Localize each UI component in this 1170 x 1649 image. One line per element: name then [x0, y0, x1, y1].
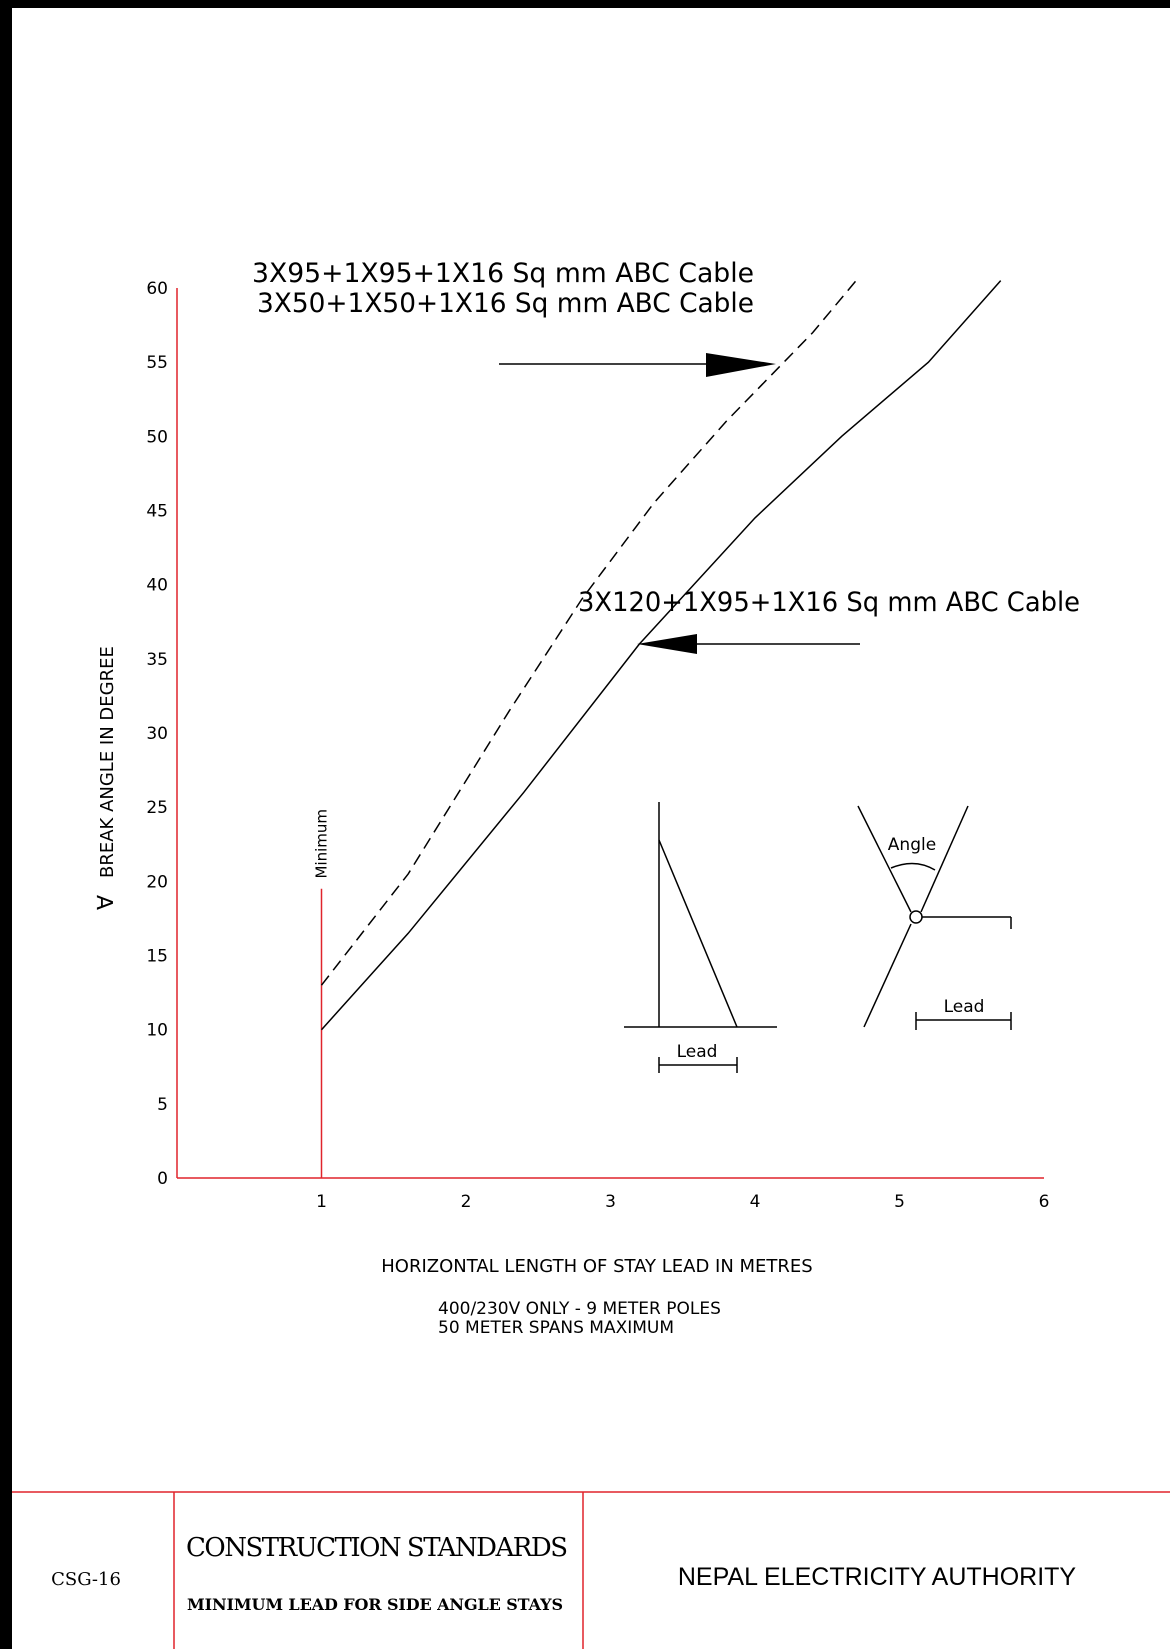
y-tick-label-60: 60 — [146, 279, 168, 299]
x-tick-label-6: 6 — [1039, 1192, 1050, 1212]
minimum-label: Minimum — [313, 809, 331, 879]
organization-name: NEPAL ELECTRICITY AUTHORITY — [678, 1563, 1077, 1591]
arrow-to-dashed-line — [499, 353, 776, 377]
y-tick-label-30: 30 — [146, 724, 168, 744]
cable-label-middle: 3X120+1X95+1X16 Sq mm ABC Cable — [578, 587, 1080, 618]
x-tick-label-4: 4 — [750, 1192, 761, 1212]
x-tick-label-1: 1 — [316, 1192, 327, 1212]
y-tick-label-40: 40 — [146, 576, 168, 596]
drawing-subtitle: MINIMUM LEAD FOR SIDE ANGLE STAYS — [187, 1595, 563, 1614]
title-block-frame — [12, 1491, 1170, 1649]
y-tick-label-5: 5 — [157, 1095, 168, 1115]
sheet-border-left — [0, 0, 12, 1649]
y-tick-label-45: 45 — [146, 502, 168, 522]
lead-label-right: Lead — [944, 997, 985, 1017]
sheet-border-top — [0, 0, 1170, 8]
x-tick-label-3: 3 — [605, 1192, 616, 1212]
y-tick-label-20: 20 — [146, 872, 168, 892]
y-tick-label-25: 25 — [146, 798, 168, 818]
drawing-code: CSG-16 — [51, 1569, 121, 1590]
arrow-to-solid-line — [637, 634, 860, 654]
series-line-solid — [320, 280, 1002, 1031]
x-tick-label-5: 5 — [894, 1192, 905, 1212]
y-tick-label-55: 55 — [146, 353, 168, 373]
note-voltage-poles: 400/230V ONLY - 9 METER POLES — [438, 1299, 721, 1319]
note-span-max: 50 METER SPANS MAXIMUM — [438, 1318, 674, 1338]
cable-label-top-2: 3X50+1X50+1X16 Sq mm ABC Cable — [257, 288, 754, 319]
y-tick-label-50: 50 — [146, 427, 168, 447]
angle-label: Angle — [888, 835, 936, 855]
drawing-title: CONSTRUCTION STANDARDS — [186, 1533, 568, 1563]
x-axis-label: HORIZONTAL LENGTH OF STAY LEAD IN METRES — [381, 1256, 812, 1277]
cable-label-top-1: 3X95+1X95+1X16 Sq mm ABC Cable — [252, 258, 754, 289]
x-tick-label-2: 2 — [461, 1192, 472, 1212]
y-axis-symbol: ∀ — [94, 895, 119, 910]
y-tick-label-10: 10 — [146, 1021, 168, 1041]
series-line-dashed — [320, 280, 857, 986]
y-axis-label: BREAK ANGLE IN DEGREE — [97, 646, 118, 878]
angle-plan-diagram — [857, 805, 1012, 1030]
y-tick-label-0: 0 — [157, 1169, 168, 1189]
y-axis-title: ∀ BREAK ANGLE IN DEGREE — [94, 646, 119, 910]
pole-stay-diagram — [624, 802, 777, 1073]
series-lines — [320, 280, 1002, 1031]
y-tick-label-35: 35 — [146, 650, 168, 670]
lead-label-left: Lead — [677, 1042, 718, 1062]
y-tick-label-15: 15 — [146, 947, 168, 967]
